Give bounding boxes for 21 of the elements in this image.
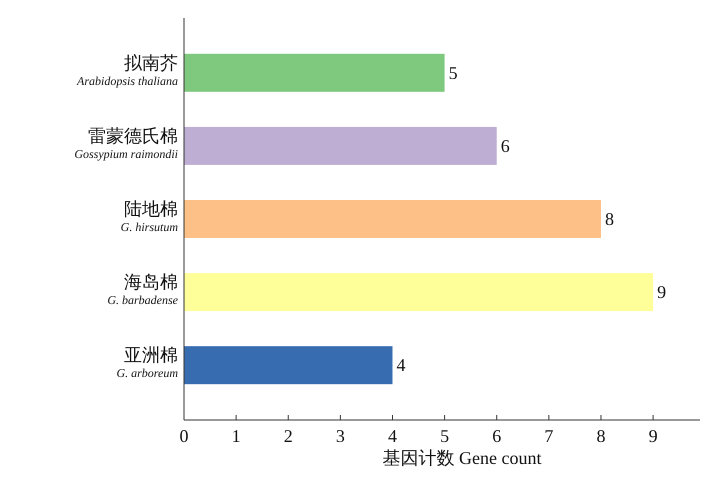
x-tick-label: 3	[336, 426, 345, 446]
data-label: 9	[657, 282, 666, 302]
x-tick-label: 2	[284, 426, 293, 446]
x-tick-label: 1	[232, 426, 241, 446]
y-tick-label: 海岛棉 G. barbadense	[107, 272, 179, 308]
x-tick-label: 6	[492, 426, 502, 446]
data-label: 6	[500, 136, 510, 156]
y-tick-label: 陆地棉 G. hirsutum	[120, 199, 178, 234]
x-tick-label: 7	[544, 426, 554, 446]
x-tick-label: 4	[388, 426, 397, 446]
data-label: 5	[448, 62, 458, 83]
y-tick-label: 雷蒙德氏棉 Gossypium raimondii	[74, 126, 178, 161]
y-tick-label: 亚洲棉 G. arboreum	[116, 345, 178, 380]
x-tick-label: 0	[180, 426, 188, 446]
data-label: 8	[604, 209, 614, 229]
y-tick-label: 拟南芥 Arabidopsis thaliana	[76, 52, 178, 88]
x-axis-title: 基因计数 Gene count	[382, 448, 542, 468]
x-tick-label: 8	[596, 426, 606, 446]
data-label: 4	[396, 355, 406, 376]
x-tick-label: 9	[648, 426, 658, 446]
x-tick-label: 5	[440, 426, 450, 446]
